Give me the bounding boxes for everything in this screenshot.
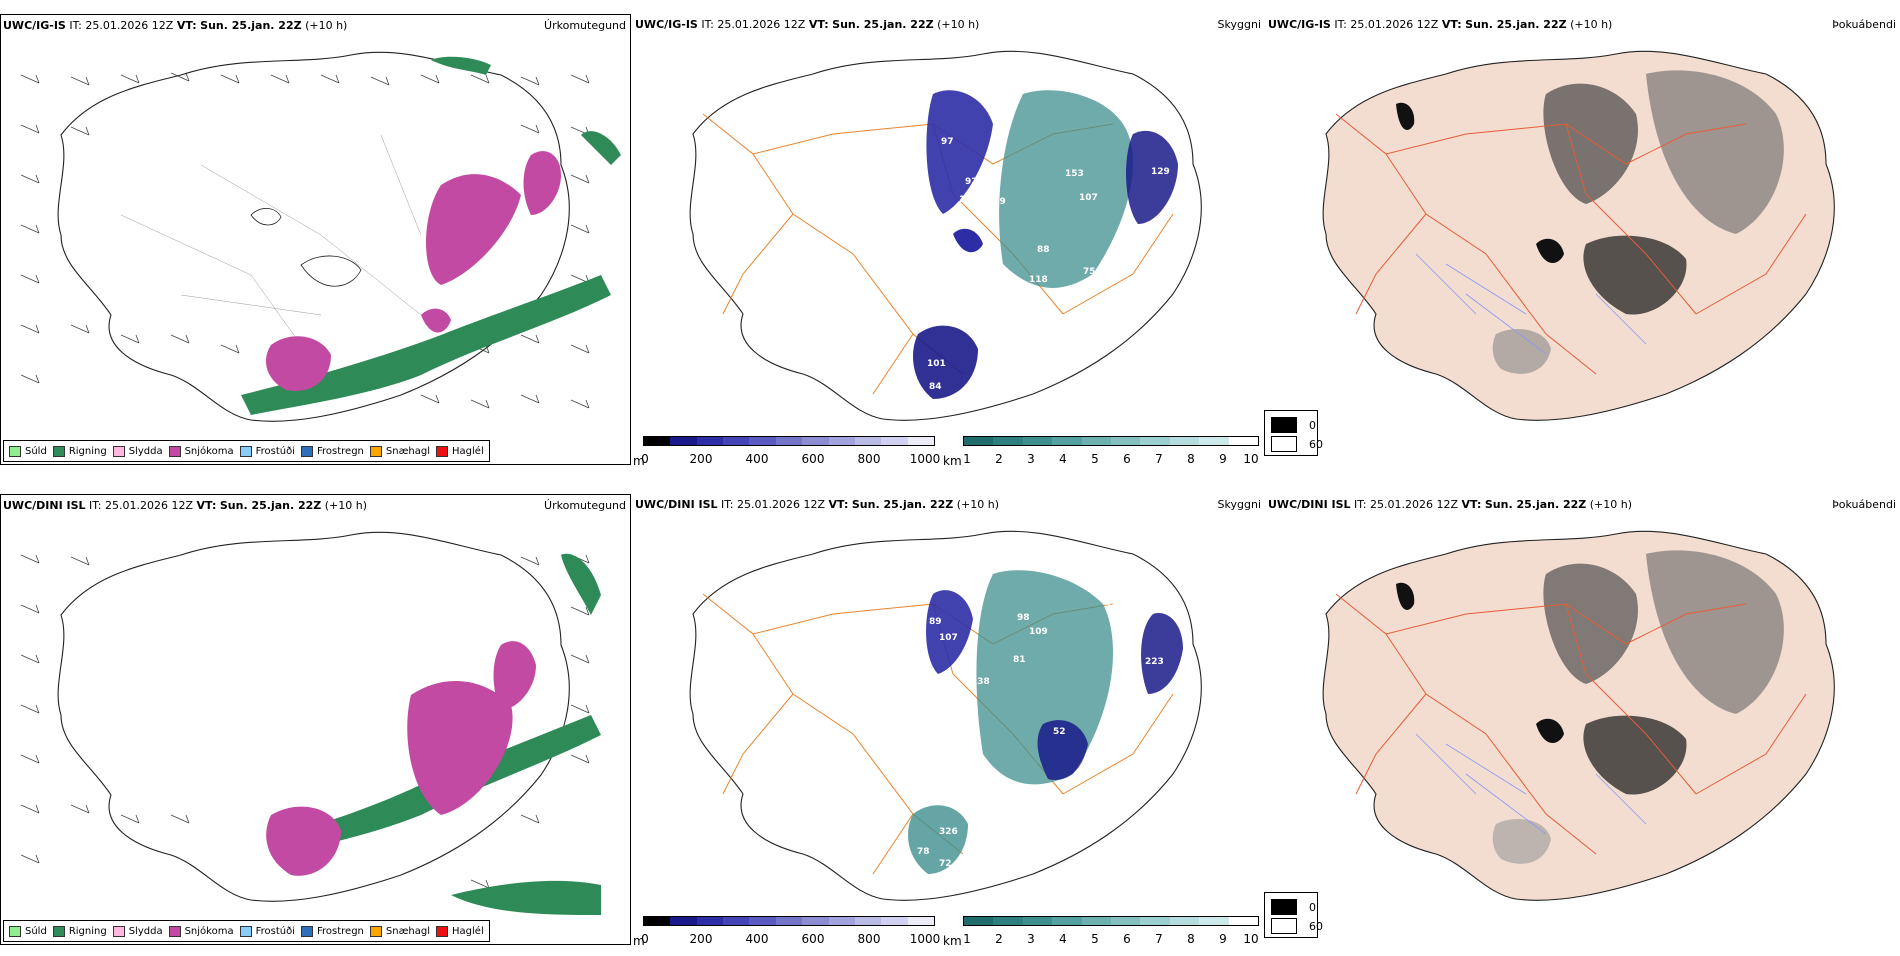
legend-item-sudl[interactable]: Súld [9, 445, 47, 457]
svg-text:109: 109 [959, 195, 978, 205]
fog-map-bottom [1322, 530, 1835, 901]
precip-legend-bottom: Súld Rigning Slydda Snjókoma Frostúði Fr… [3, 920, 490, 942]
svg-text:39: 39 [933, 567, 946, 577]
svg-text:70: 70 [1065, 323, 1078, 333]
cloud-numbers-top: 97 92 109 119 87 88 153 107 118 75 64 70… [927, 137, 1170, 392]
svg-text:86: 86 [917, 687, 930, 697]
svg-text:78: 78 [917, 847, 930, 857]
svg-text:119: 119 [987, 197, 1006, 207]
fog-rivers [1415, 253, 1647, 355]
legend-item-snaehagl[interactable]: Snæhagl [369, 445, 430, 457]
svg-text:345: 345 [1117, 627, 1136, 637]
svg-text:89: 89 [929, 617, 942, 627]
height-colorbar-top: m 0 200 400 600 800 1000 [633, 436, 943, 476]
svg-text:81: 81 [1013, 655, 1026, 665]
legend-item-rigning[interactable]: Rigning [52, 925, 107, 937]
cloud-map-top: 97 92 109 119 87 88 153 107 118 75 64 70… [689, 50, 1202, 421]
height-colorbar-bottom: m 0 200 400 600 800 1000 [633, 916, 943, 956]
panel-title-cloud-bottom: Skyggni [1217, 498, 1261, 511]
svg-text:203: 203 [1105, 603, 1124, 613]
header-top-precip: UWC/IG-IS IT: 25.01.2026 12Z VT: Sun. 25… [3, 19, 348, 32]
header-top-cloud: UWC/IG-IS IT: 25.01.2026 12Z VT: Sun. 25… [635, 18, 980, 31]
svg-text:98: 98 [1017, 613, 1030, 623]
panel-title-precip-bottom: Úrkomutegund [544, 499, 626, 512]
precip-legend-top: Súld Rigning Slydda Snjókoma Frostúði Fr… [3, 440, 490, 462]
svg-text:52: 52 [1053, 727, 1066, 737]
cloud-panel-top: 97 92 109 119 87 88 153 107 118 75 64 70… [633, 14, 1265, 468]
cloud-areas [913, 90, 1178, 399]
svg-text:129: 129 [1151, 167, 1170, 177]
legend-item-frostregn[interactable]: Frostregn [301, 445, 364, 457]
svg-text:107: 107 [939, 633, 958, 643]
svg-text:101: 101 [927, 359, 946, 369]
fog-panel-bottom: UWC/DINI ISL IT: 25.01.2026 12Z VT: Sun.… [1266, 494, 1900, 945]
svg-text:92: 92 [965, 177, 978, 187]
header-bottom-cloud: UWC/DINI ISL IT: 25.01.2026 12Z VT: Sun.… [635, 498, 1000, 511]
precip-panel-top: UWC/IG-IS IT: 25.01.2026 12Z VT: Sun. 25… [0, 14, 631, 465]
visibility-colorbar-bottom: km 1 2 3 4 5 6 7 8 9 10 [943, 916, 1263, 956]
cloud-numbers-bottom: 39 89 107 98 109 81 138 86 203 345 223 5… [917, 567, 1164, 869]
height-strip [643, 436, 935, 446]
fog-roads [1335, 113, 1807, 375]
svg-text:21: 21 [1117, 257, 1130, 267]
svg-text:64: 64 [1099, 293, 1112, 303]
legend-item-snaehagl[interactable]: Snæhagl [369, 925, 430, 937]
precip-panel-bottom: UWC/DINI ISL IT: 25.01.2026 12Z VT: Sun.… [0, 494, 631, 945]
svg-text:118: 118 [1029, 275, 1048, 285]
svg-text:97: 97 [941, 137, 954, 147]
legend-item-rigning[interactable]: Rigning [52, 445, 107, 457]
legend-item-slydda[interactable]: Slydda [112, 925, 163, 937]
legend-item-snjokoma[interactable]: Snjókoma [168, 445, 234, 457]
legend-item-frostregn[interactable]: Frostregn [301, 925, 364, 937]
precip-map-bottom [20, 531, 601, 915]
svg-text:109: 109 [1029, 627, 1048, 637]
header-bottom-precip: UWC/DINI ISL IT: 25.01.2026 12Z VT: Sun.… [3, 499, 368, 512]
svg-text:223: 223 [1145, 657, 1164, 667]
panel-title-fog-top: Þokuábendi [1832, 18, 1896, 31]
cloud-panel-bottom: 39 89 107 98 109 81 138 86 203 345 223 5… [633, 494, 1265, 948]
legend-item-frostudi[interactable]: Frostúði [239, 445, 295, 457]
fog-shading [1396, 70, 1784, 374]
legend-item-sudl[interactable]: Súld [9, 925, 47, 937]
svg-text:84: 84 [929, 382, 942, 392]
fog-legend-bottom: 0 60 [1264, 892, 1323, 938]
panel-title-fog-bottom: Þokuábendi [1832, 498, 1896, 511]
legend-item-haglel[interactable]: Haglél [436, 445, 484, 457]
header-bottom-fog: UWC/DINI ISL IT: 25.01.2026 12Z VT: Sun.… [1268, 498, 1633, 511]
panel-title-precip-top: Úrkomutegund [544, 19, 626, 32]
legend-item-slydda[interactable]: Slydda [112, 445, 163, 457]
precip-areas [241, 56, 621, 415]
svg-text:87: 87 [951, 257, 964, 267]
precip-map-top [20, 51, 621, 422]
visibility-strip [963, 436, 1259, 446]
legend-item-snjokoma[interactable]: Snjókoma [168, 925, 234, 937]
visibility-colorbar-top: km 1 2 3 4 5 6 7 8 9 10 [943, 436, 1263, 476]
svg-text:72: 72 [939, 859, 952, 869]
svg-text:107: 107 [1079, 193, 1098, 203]
svg-text:138: 138 [971, 677, 990, 687]
header-top-fog: UWC/IG-IS IT: 25.01.2026 12Z VT: Sun. 25… [1268, 18, 1613, 31]
fog-legend-top: 0 60 [1264, 410, 1323, 456]
svg-text:153: 153 [1065, 169, 1084, 179]
cloud-map-bottom: 39 89 107 98 109 81 138 86 203 345 223 5… [689, 530, 1202, 901]
legend-item-haglel[interactable]: Haglél [436, 925, 484, 937]
fog-map-top [1322, 50, 1835, 421]
svg-text:326: 326 [939, 827, 958, 837]
panel-title-cloud-top: Skyggni [1217, 18, 1261, 31]
fog-panel-top: UWC/IG-IS IT: 25.01.2026 12Z VT: Sun. 25… [1266, 14, 1900, 465]
svg-text:88: 88 [1037, 245, 1050, 255]
svg-text:75: 75 [1083, 267, 1096, 277]
legend-item-frostudi[interactable]: Frostúði [239, 925, 295, 937]
